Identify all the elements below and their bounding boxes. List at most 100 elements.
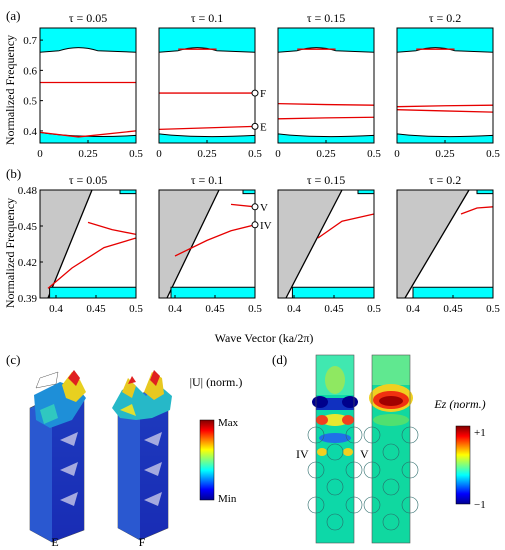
- panel-label-a: (a): [6, 8, 20, 23]
- subplot-title: τ = 0.1: [191, 173, 224, 187]
- mode-line-1: [317, 213, 375, 239]
- point-f-label: F: [260, 88, 266, 100]
- mode-line-2: [47, 237, 137, 289]
- x-tick-label: 0.25: [197, 148, 217, 160]
- axes-frame: [277, 189, 375, 299]
- light-line: [166, 189, 220, 299]
- upper-band: [357, 189, 375, 195]
- x-tick-label: 0.45: [205, 303, 225, 315]
- upper-band: [39, 27, 137, 53]
- x-tick-label: 0.5: [367, 303, 381, 315]
- field-map-v: V: [360, 354, 419, 544]
- x-tick-label: 0.5: [367, 148, 381, 160]
- field-map-iv: IV: [296, 354, 363, 544]
- plot-a-1: τ = 0.05 0 0.25 0.5 0.4 0.5 0.6 0.7: [23, 11, 143, 160]
- point-f-marker: [251, 89, 259, 97]
- plot-b-4: τ = 0.2 0.4 0.45 0.5: [396, 173, 500, 315]
- point-v-marker: [251, 203, 259, 211]
- y-tick-label: 0.4: [23, 126, 37, 138]
- panel-c-colorbar: |U| (norm.) Max Min: [190, 375, 243, 505]
- subplot-title: τ = 0.15: [307, 11, 346, 25]
- panel-c-structures: E F: [29, 370, 172, 549]
- x-tick-label: 0: [275, 148, 281, 160]
- point-iv-marker: [251, 221, 259, 229]
- subplot-title: τ = 0.1: [191, 11, 224, 25]
- x-tick-label: 0.45: [443, 303, 463, 315]
- light-line: [47, 189, 93, 299]
- mode-line-2: [277, 116, 375, 120]
- upper-band: [476, 189, 494, 195]
- subplot-title: τ = 0.15: [307, 173, 346, 187]
- x-tick-label: 0.5: [129, 148, 143, 160]
- x-tick-label: 0.45: [86, 303, 106, 315]
- structure-f-label: F: [139, 535, 146, 549]
- plot-a-4: τ = 0.2 0 0.25 0.5: [394, 11, 500, 160]
- x-tick-label: 0.25: [78, 148, 98, 160]
- structure-e-label: E: [51, 535, 58, 549]
- upper-band: [277, 27, 375, 53]
- plot-b-3: τ = 0.15 0.4 0.45 0.5: [277, 173, 381, 315]
- panel-label-d: (d): [272, 352, 287, 367]
- x-tick-label: 0.5: [486, 148, 500, 160]
- band-diagrams: τ = 0.05 0 0.25 0.5 0.4 0.5 0.6 0.7 τ = 0.1 0 0.25…: [18, 11, 501, 315]
- subplot-title: τ = 0.05: [69, 11, 108, 25]
- upper-band: [242, 189, 256, 195]
- panel-label-c: (c): [6, 352, 20, 367]
- x-tick-label: 0.4: [287, 303, 301, 315]
- plot-b-2: τ = 0.1 0.4 0.45 0.5 V IV: [158, 173, 272, 315]
- y-tick-label: 0.42: [18, 257, 37, 269]
- point-e-label: E: [260, 121, 267, 133]
- axes-frame: [158, 189, 256, 299]
- panel-d-fields: IV V: [296, 354, 419, 544]
- y-tick-label: 0.6: [23, 65, 37, 77]
- light-cone: [397, 190, 469, 298]
- x-tick-label: 0.5: [129, 303, 143, 315]
- mode-line-2: [396, 109, 494, 113]
- y-tick-label: 0.5: [23, 96, 37, 108]
- x-tick-label: 0: [37, 148, 43, 160]
- y-tick-label: 0.7: [23, 35, 37, 47]
- upper-band: [396, 27, 494, 53]
- colorbar-d-max: +1: [474, 427, 486, 439]
- row-a-ylabel: Normalized Frequency: [3, 35, 17, 145]
- light-cone: [40, 190, 92, 298]
- x-tick-label: 0.4: [406, 303, 420, 315]
- point-iv-label: IV: [260, 220, 272, 232]
- plot-a-3: τ = 0.15 0 0.25 0.5: [275, 11, 381, 160]
- lower-band: [49, 286, 137, 299]
- mode-line-1: [396, 104, 494, 108]
- light-line: [285, 189, 343, 299]
- structure-e: E: [29, 370, 86, 549]
- plot-b-1: τ = 0.05 0.4 0.45 0.5 0.39 0.42 0.45 0.48: [18, 173, 144, 315]
- axes-frame: [39, 189, 137, 299]
- x-tick-label: 0: [156, 148, 162, 160]
- x-tick-label: 0.4: [168, 303, 182, 315]
- point-v-label: V: [260, 202, 268, 214]
- panel-d-colorbar: Ez (norm.) +1 −1: [433, 397, 485, 511]
- subplot-title: τ = 0.05: [69, 173, 108, 187]
- mode-line-1: [87, 221, 137, 236]
- colorbar-d: [455, 425, 471, 505]
- subplot-title: τ = 0.2: [429, 11, 462, 25]
- light-line: [404, 189, 470, 299]
- x-tick-label: 0.5: [248, 303, 262, 315]
- panel-label-b: (b): [6, 166, 21, 181]
- y-tick-label: 0.45: [18, 221, 38, 233]
- lower-band: [291, 286, 375, 299]
- lower-band: [170, 286, 256, 299]
- mode-line-2: [174, 224, 256, 257]
- light-cone: [159, 190, 219, 298]
- x-tick-label: 0.25: [435, 148, 455, 160]
- plot-a-2: τ = 0.1 0 0.25 0.5 F E: [156, 11, 267, 160]
- field-v-label: V: [360, 447, 369, 461]
- x-tick-label: 0.5: [248, 148, 262, 160]
- y-tick-label: 0.39: [18, 293, 38, 305]
- row-b-xlabel: Wave Vector (ka/2π): [215, 331, 314, 345]
- x-tick-label: 0.4: [49, 303, 63, 315]
- x-tick-label: 0.5: [486, 303, 500, 315]
- row-b-ylabel: Normalized Frequency: [3, 198, 17, 308]
- upper-band: [158, 27, 256, 53]
- mode-line-1: [230, 203, 256, 208]
- upper-band: [119, 189, 137, 195]
